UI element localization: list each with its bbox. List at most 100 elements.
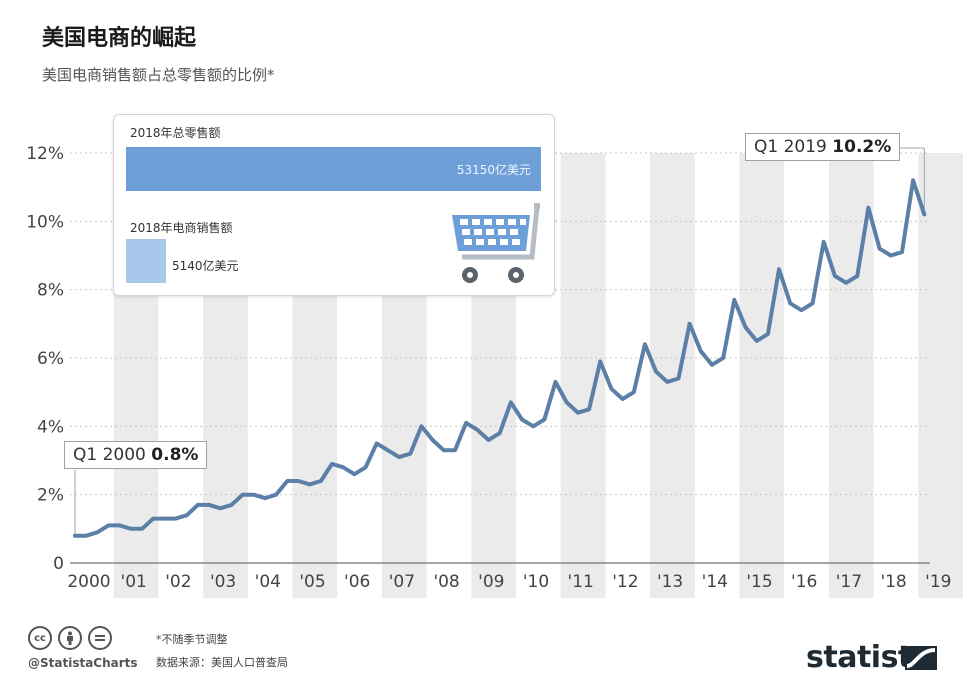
statista-handle[interactable]: @StatistaCharts (28, 656, 138, 670)
data-point (163, 517, 166, 520)
x-tick-label: '11 (568, 572, 594, 592)
data-point (331, 462, 334, 465)
x-tick-label: '06 (344, 572, 370, 592)
x-tick-label: '09 (478, 572, 504, 592)
data-point (912, 179, 915, 182)
data-point (744, 326, 747, 329)
callout-start-label: Q1 2000 (73, 445, 146, 465)
data-point (588, 408, 591, 411)
total-retail-bar: 53150亿美元 (126, 147, 541, 191)
data-point (856, 275, 859, 277)
x-tick-label: '05 (299, 572, 325, 592)
x-tick-label: '19 (925, 572, 951, 592)
year-band (918, 153, 963, 598)
chart-subtitle: 美国电商销售额占总零售额的比例* (42, 66, 275, 84)
y-tick-label: 12% (26, 144, 64, 164)
data-point (141, 527, 144, 530)
x-tick-label: '17 (836, 572, 862, 592)
by-icon (58, 626, 82, 650)
y-tick-label: 10% (26, 212, 64, 232)
y-tick-label: 6% (37, 349, 64, 369)
x-tick-label: '01 (121, 572, 147, 592)
data-point (409, 452, 412, 455)
data-point (375, 442, 378, 445)
data-point (342, 466, 345, 469)
callout-end-label: Q1 2019 (754, 137, 827, 157)
data-point (465, 421, 468, 424)
data-point (118, 524, 121, 527)
data-point (263, 497, 266, 500)
data-point (398, 456, 401, 459)
nd-icon (88, 626, 112, 650)
data-point (833, 275, 836, 277)
y-tick-label: 8% (37, 281, 64, 301)
data-point (353, 473, 356, 476)
data-point (521, 418, 523, 421)
shopping-cart-icon (452, 203, 540, 283)
x-tick-label: 2000 (67, 572, 110, 592)
data-point (699, 350, 702, 353)
data-point (599, 360, 602, 363)
x-tick-label: '03 (210, 572, 236, 592)
data-point (532, 425, 535, 428)
data-point (632, 391, 635, 394)
data-point (208, 503, 211, 506)
data-point (554, 380, 557, 383)
data-point (442, 449, 445, 452)
data-point (610, 387, 613, 390)
data-point (889, 254, 892, 257)
cc-icon: cc (28, 626, 52, 650)
total-retail-value: 53150亿美元 (456, 163, 531, 177)
x-tick-label: '02 (165, 572, 191, 592)
footnote: *不随季节调整 (156, 633, 228, 646)
callout-end: Q1 2019 10.2% (745, 133, 901, 161)
data-point (643, 343, 646, 346)
line-chart: 0 2% 4% 6% 8% 10% 12% 2000 '01 '02 '03 '04 '05 '06 '07… (26, 144, 963, 598)
x-tick-label: '15 (746, 572, 772, 592)
x-tick-label: '16 (791, 572, 817, 592)
data-point (565, 401, 568, 404)
data-point (297, 480, 300, 482)
data-point (174, 517, 177, 520)
data-point (688, 322, 691, 325)
x-tick-label: '07 (389, 572, 415, 592)
x-tick-label: '18 (880, 572, 906, 592)
data-point (476, 428, 479, 431)
data-point (655, 370, 658, 373)
data-point (800, 309, 803, 312)
data-point (766, 333, 769, 336)
data-point (453, 449, 456, 452)
data-point (185, 514, 188, 517)
data-point (152, 517, 155, 520)
data-point (878, 247, 881, 250)
data-point (241, 493, 244, 496)
data-point (420, 425, 423, 428)
data-point (498, 432, 501, 435)
data-point (789, 302, 792, 305)
data-point (845, 281, 848, 284)
data-point (923, 213, 926, 216)
source-note: 数据来源：美国人口普查局 (156, 656, 288, 669)
license-icons: cc (28, 626, 112, 650)
y-tick-label: 0 (53, 554, 64, 574)
data-point (74, 534, 76, 537)
data-point (129, 527, 132, 530)
x-tick-label: '10 (523, 572, 549, 592)
data-point (778, 268, 781, 271)
data-point (85, 534, 88, 537)
data-point (710, 363, 713, 366)
data-point (308, 483, 311, 486)
callout-start-value: 0.8% (151, 445, 199, 465)
x-tick-label: '04 (255, 572, 281, 592)
data-point (219, 507, 222, 510)
data-point (722, 357, 725, 359)
data-point (96, 531, 99, 534)
y-tick-label: 4% (37, 417, 64, 437)
data-point (275, 493, 278, 496)
data-point (900, 251, 903, 254)
total-retail-label: 2018年总零售额 (130, 126, 221, 140)
year-band (650, 153, 695, 598)
x-tick-label: '14 (702, 572, 728, 592)
data-point (576, 411, 579, 414)
callout-end-value: 10.2% (832, 137, 892, 157)
